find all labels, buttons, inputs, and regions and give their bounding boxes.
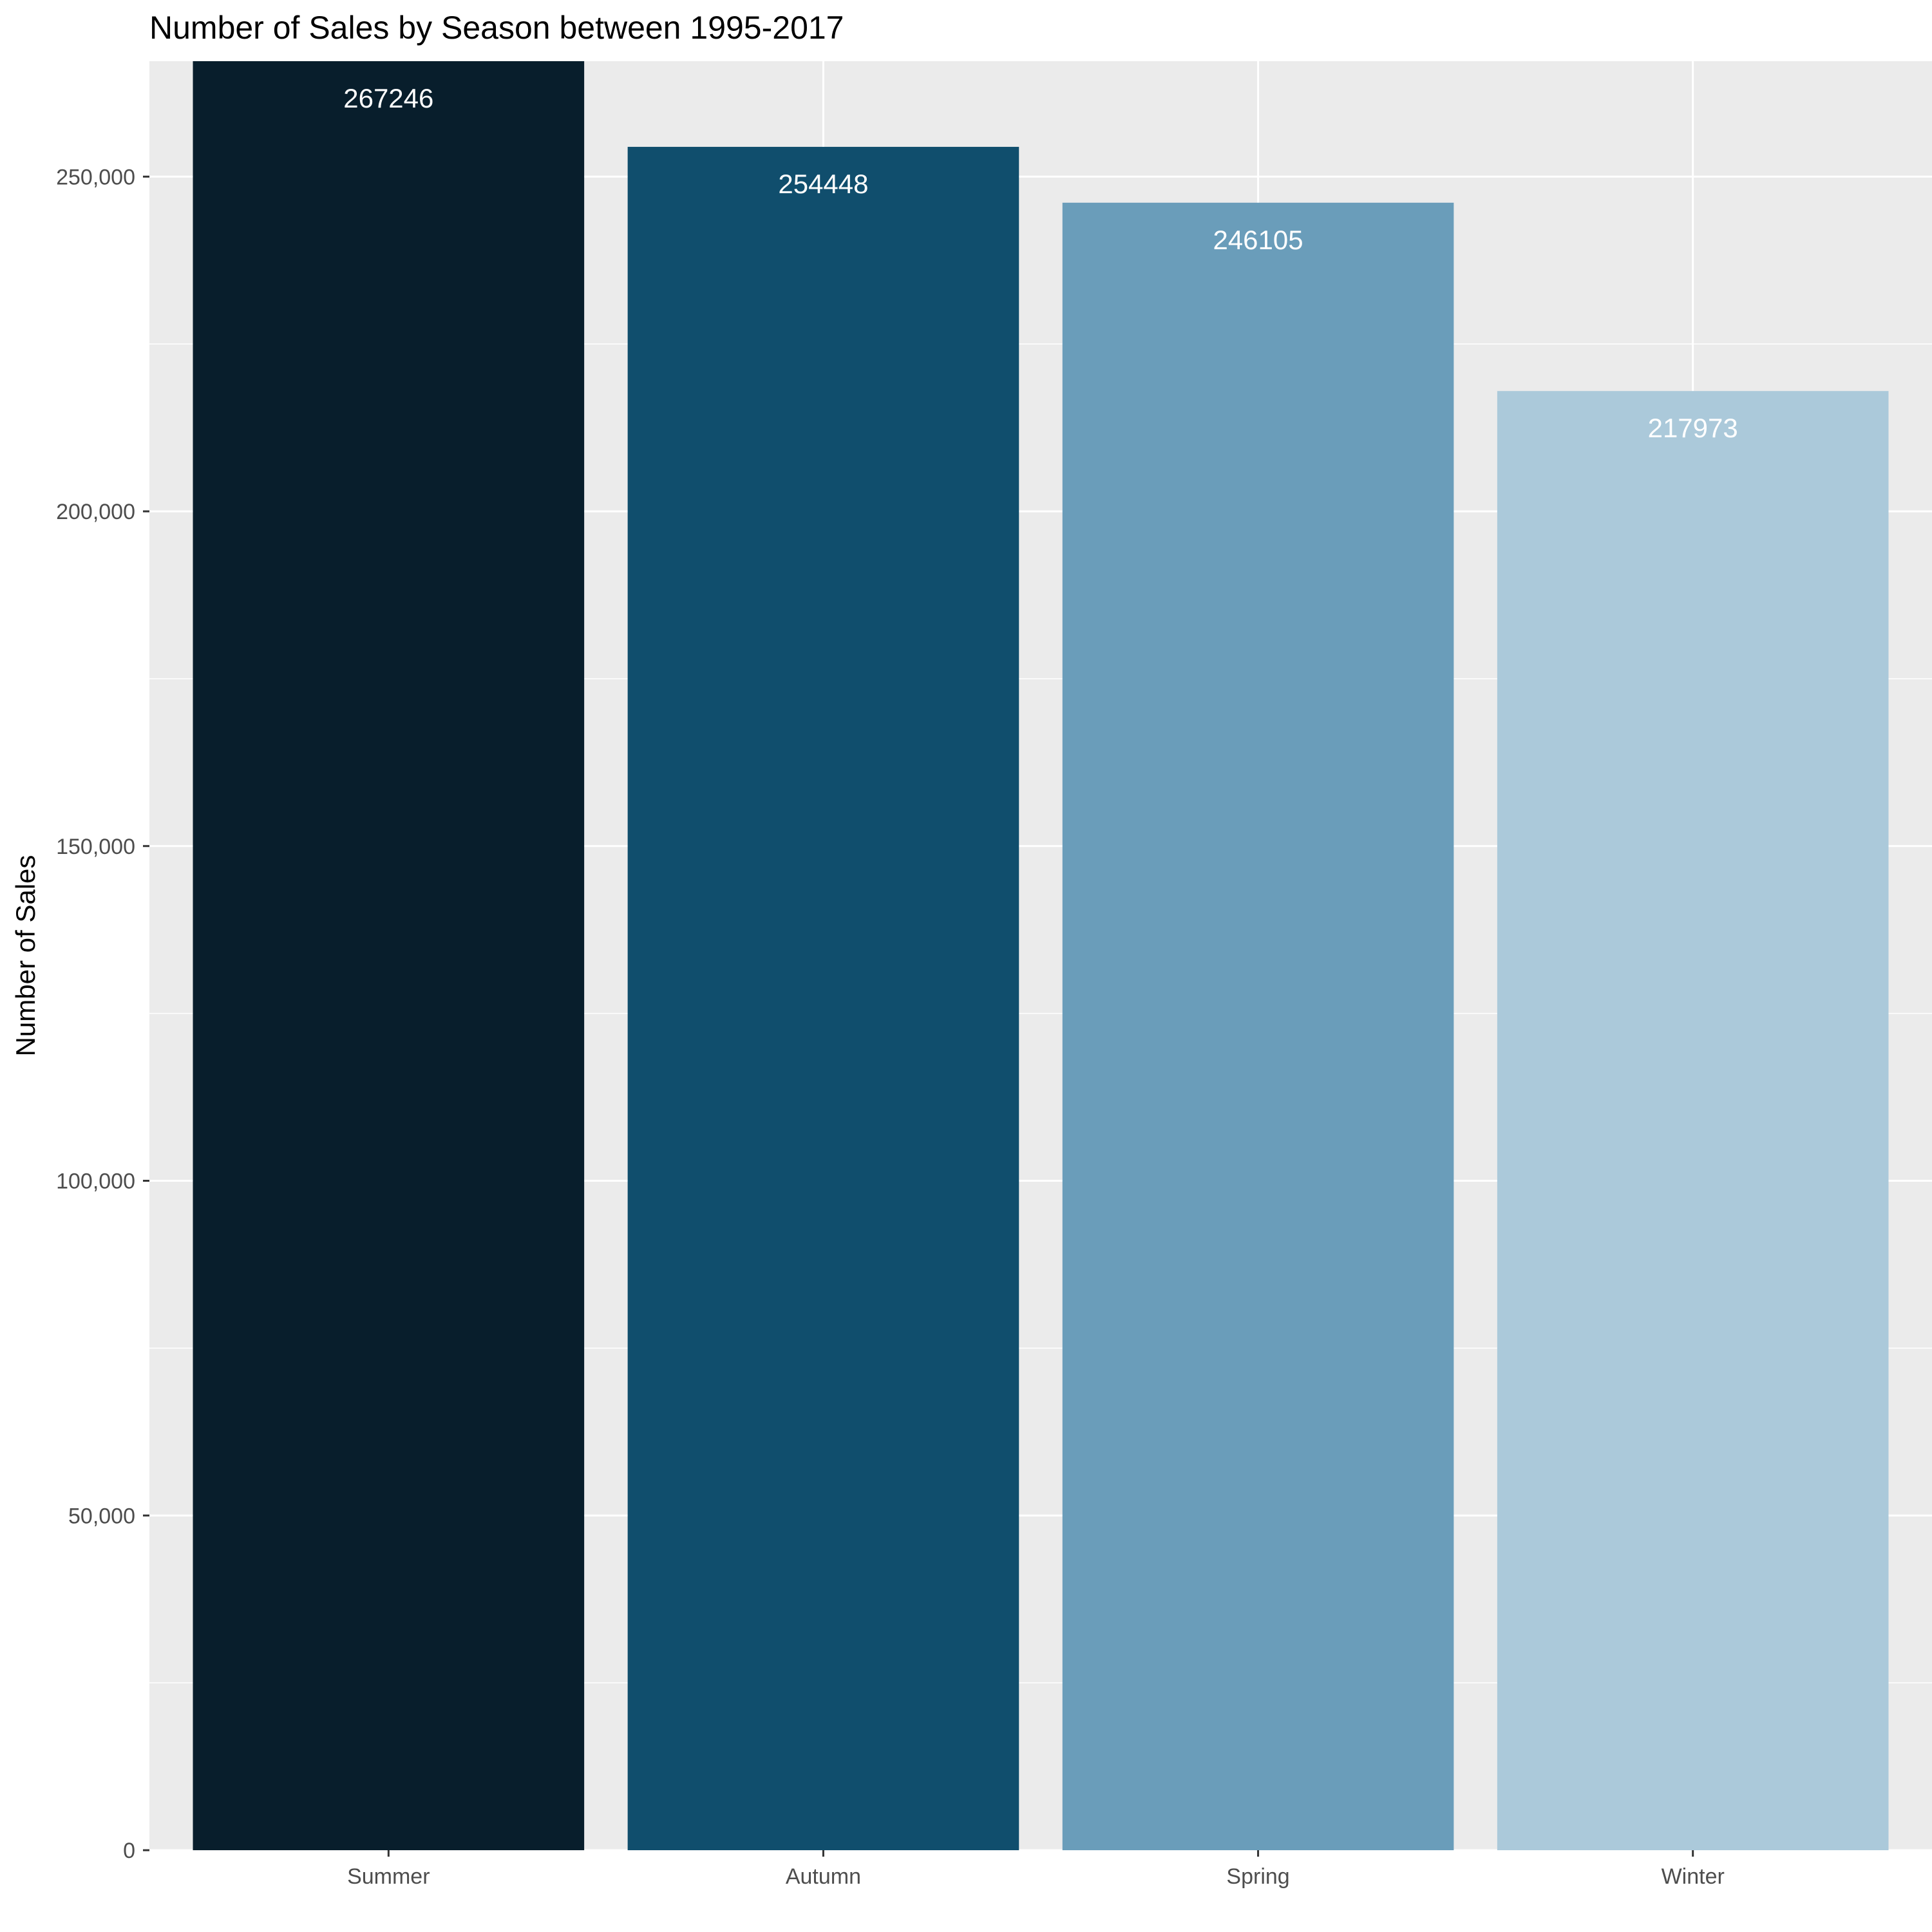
y-tick-label: 100,000 bbox=[56, 1170, 135, 1194]
x-tick-label-spring: Spring bbox=[1226, 1864, 1289, 1889]
chart-title: Number of Sales by Season between 1995-2… bbox=[149, 10, 844, 46]
bar-winter bbox=[1497, 391, 1889, 1850]
data-label-summer: 267246 bbox=[343, 83, 433, 113]
bar-autumn bbox=[627, 147, 1019, 1850]
data-label-autumn: 254448 bbox=[778, 169, 868, 199]
data-label-spring: 246105 bbox=[1213, 225, 1303, 255]
y-tick-label: 150,000 bbox=[56, 835, 135, 859]
data-labels: 267246 254448 246105 217973 bbox=[343, 83, 1738, 443]
bars bbox=[193, 61, 1889, 1850]
y-tick-label: 250,000 bbox=[56, 165, 135, 189]
y-axis: 0 50,000 100,000 150,000 200,000 250,000 bbox=[56, 165, 149, 1863]
x-tick-label-summer: Summer bbox=[347, 1864, 430, 1889]
x-tick-label-autumn: Autumn bbox=[786, 1864, 861, 1889]
y-tick-label: 50,000 bbox=[68, 1504, 135, 1528]
y-axis-title: Number of Sales bbox=[10, 855, 41, 1057]
x-axis: Summer Autumn Spring Winter bbox=[347, 1850, 1725, 1889]
x-tick-label-winter: Winter bbox=[1662, 1864, 1725, 1889]
y-tick-label: 200,000 bbox=[56, 500, 135, 524]
data-label-winter: 217973 bbox=[1648, 413, 1738, 443]
bar-spring bbox=[1062, 202, 1454, 1850]
bar-summer bbox=[193, 61, 585, 1850]
y-tick-label: 0 bbox=[123, 1839, 135, 1863]
